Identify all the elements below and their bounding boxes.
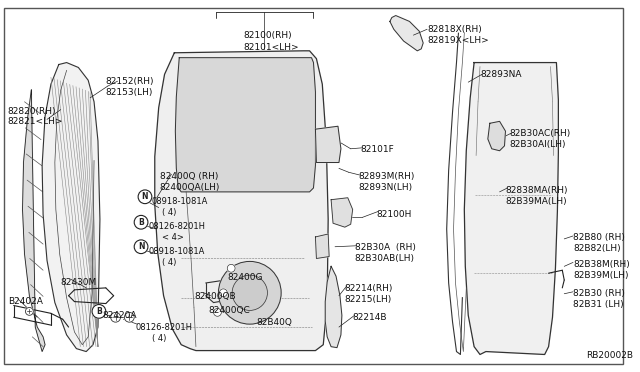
Circle shape — [214, 308, 221, 316]
Text: 82B31 (LH): 82B31 (LH) — [573, 299, 624, 309]
Text: 82B39MA(LH): 82B39MA(LH) — [506, 197, 567, 206]
Circle shape — [138, 190, 152, 203]
Circle shape — [92, 305, 106, 318]
Text: 82430M: 82430M — [61, 278, 97, 287]
Text: 08126-8201H: 08126-8201H — [149, 222, 206, 231]
Text: ( 4): ( 4) — [152, 334, 166, 343]
Text: 82838MA(RH): 82838MA(RH) — [506, 186, 568, 195]
Circle shape — [220, 289, 227, 297]
Text: 82152(RH): 82152(RH) — [106, 77, 154, 86]
Text: 82214B: 82214B — [353, 313, 387, 323]
Text: 82101<LH>: 82101<LH> — [243, 43, 299, 52]
Text: 82153(LH): 82153(LH) — [106, 88, 153, 97]
Text: 82893NA: 82893NA — [480, 70, 522, 79]
Text: 82B30A  (RH): 82B30A (RH) — [355, 243, 415, 252]
Text: 82B30 (RH): 82B30 (RH) — [573, 289, 625, 298]
Text: 82400Q (RH): 82400Q (RH) — [159, 172, 218, 181]
Circle shape — [227, 264, 235, 272]
Text: 82100H: 82100H — [376, 209, 412, 218]
Polygon shape — [175, 58, 316, 192]
Polygon shape — [316, 234, 329, 259]
Text: 82B80 (RH): 82B80 (RH) — [573, 233, 625, 242]
Text: ( 4): ( 4) — [162, 208, 176, 217]
Text: 82819X<LH>: 82819X<LH> — [427, 36, 489, 45]
Text: 82893N(LH): 82893N(LH) — [358, 183, 413, 192]
Text: B2402A: B2402A — [8, 297, 43, 306]
Text: 82821<LH>: 82821<LH> — [8, 118, 63, 126]
Polygon shape — [465, 62, 558, 355]
Polygon shape — [155, 51, 328, 350]
Text: 82400QA(LH): 82400QA(LH) — [159, 183, 220, 192]
Text: 82215(LH): 82215(LH) — [345, 295, 392, 304]
Polygon shape — [488, 121, 506, 151]
Circle shape — [124, 312, 134, 322]
Text: 82400QC: 82400QC — [209, 305, 250, 314]
Text: 82101F: 82101F — [360, 145, 394, 154]
Polygon shape — [316, 126, 341, 163]
Circle shape — [232, 275, 268, 310]
Circle shape — [134, 215, 148, 229]
Text: 82B30AC(RH): 82B30AC(RH) — [509, 129, 571, 138]
Polygon shape — [390, 16, 423, 51]
Text: 08918-1081A: 08918-1081A — [152, 197, 208, 206]
Text: ( 4): ( 4) — [162, 257, 176, 266]
Circle shape — [111, 312, 120, 322]
Text: 82B38M(RH): 82B38M(RH) — [573, 260, 630, 269]
Text: 82818X(RH): 82818X(RH) — [427, 25, 482, 34]
Text: 82893M(RH): 82893M(RH) — [358, 172, 415, 181]
Text: 82400G: 82400G — [227, 273, 263, 282]
Circle shape — [26, 308, 33, 315]
Text: B: B — [138, 218, 144, 227]
Text: 82420A: 82420A — [102, 311, 136, 320]
Text: RB20002B: RB20002B — [586, 350, 633, 360]
Text: N: N — [141, 192, 148, 201]
Text: B: B — [96, 307, 102, 316]
Polygon shape — [22, 90, 45, 352]
Text: < 4>: < 4> — [162, 233, 184, 242]
Text: 82B30AI(LH): 82B30AI(LH) — [509, 140, 566, 149]
Text: 08918-1081A: 08918-1081A — [149, 247, 205, 256]
Text: 82B30AB(LH): 82B30AB(LH) — [355, 254, 415, 263]
Text: 82B40Q: 82B40Q — [257, 318, 292, 327]
Text: 82B82(LH): 82B82(LH) — [573, 244, 621, 253]
Text: 82100(RH): 82100(RH) — [243, 31, 292, 40]
Text: 82400QB: 82400QB — [194, 292, 236, 301]
Text: 82B39M(LH): 82B39M(LH) — [573, 271, 628, 280]
Polygon shape — [331, 198, 353, 227]
Circle shape — [134, 240, 148, 254]
Circle shape — [218, 262, 281, 324]
Polygon shape — [42, 62, 100, 352]
Text: 82214(RH): 82214(RH) — [345, 284, 393, 293]
Text: 08126-8201H: 08126-8201H — [135, 323, 192, 332]
Polygon shape — [325, 266, 342, 347]
Text: 82820(RH): 82820(RH) — [8, 107, 56, 116]
Text: N: N — [138, 242, 144, 251]
